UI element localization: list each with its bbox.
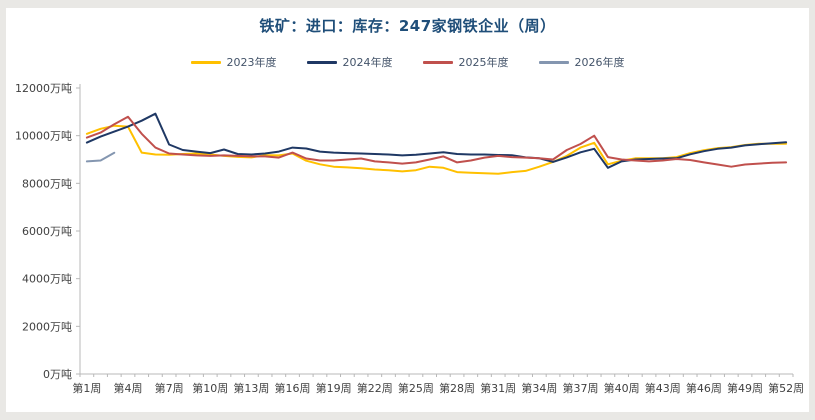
legend-item-2026: 2026年度 [538, 54, 625, 70]
x-tick-label: 第22周 [357, 381, 393, 395]
x-tick-label: 第40周 [604, 381, 640, 395]
legend-label: 2024年度 [342, 56, 393, 69]
legend-label: 2023年度 [226, 56, 277, 69]
x-tick-label: 第34周 [521, 381, 557, 395]
x-tick-label: 第49周 [727, 381, 763, 395]
y-tick-label: 0万吨 [43, 368, 72, 381]
legend-label: 2025年度 [458, 56, 509, 69]
series-line-2026年度 [85, 151, 116, 163]
x-tick-label: 第31周 [480, 381, 516, 395]
y-tick-label: 2000万吨 [22, 320, 72, 333]
series-line-2024年度 [85, 112, 788, 169]
x-tick-label: 第19周 [316, 381, 352, 395]
legend-label: 2026年度 [574, 56, 625, 69]
x-tick-label: 第25周 [398, 381, 434, 395]
x-tick-label: 第7周 [155, 381, 184, 395]
x-tick-label: 第10周 [192, 381, 228, 395]
legend-item-2025: 2025年度 [422, 54, 509, 70]
y-tick-label: 10000万吨 [15, 130, 72, 143]
legend-swatch [538, 60, 569, 64]
chart-card [6, 8, 809, 412]
x-tick-label: 第43周 [645, 381, 681, 395]
x-tick-label: 第46周 [686, 381, 722, 395]
series-line-2023年度 [85, 124, 788, 175]
series-line-2025年度 [85, 115, 788, 168]
legend-item-2023: 2023年度 [190, 54, 277, 70]
x-tick-label: 第37周 [562, 381, 598, 395]
legend-swatch [422, 60, 453, 64]
x-tick-label: 第16周 [275, 381, 311, 395]
x-tick-label: 第28周 [439, 381, 475, 395]
chart-title: 铁矿：进口：库存：247家钢铁企业（周） [259, 17, 556, 35]
x-tick-label: 第4周 [113, 381, 142, 395]
y-tick-label: 12000万吨 [15, 82, 72, 95]
x-tick-label: 第1周 [72, 381, 101, 395]
y-tick-label: 4000万吨 [22, 273, 72, 286]
x-tick-label: 第13周 [233, 381, 269, 395]
x-tick-label: 第52周 [768, 381, 804, 395]
legend: 2023年度 2024年度 2025年度 2026年度 [0, 54, 815, 70]
y-tick-label: 8000万吨 [22, 177, 72, 190]
legend-item-2024: 2024年度 [306, 54, 393, 70]
legend-swatch [190, 60, 221, 64]
y-tick-label: 6000万吨 [22, 225, 72, 238]
legend-swatch [306, 60, 337, 64]
